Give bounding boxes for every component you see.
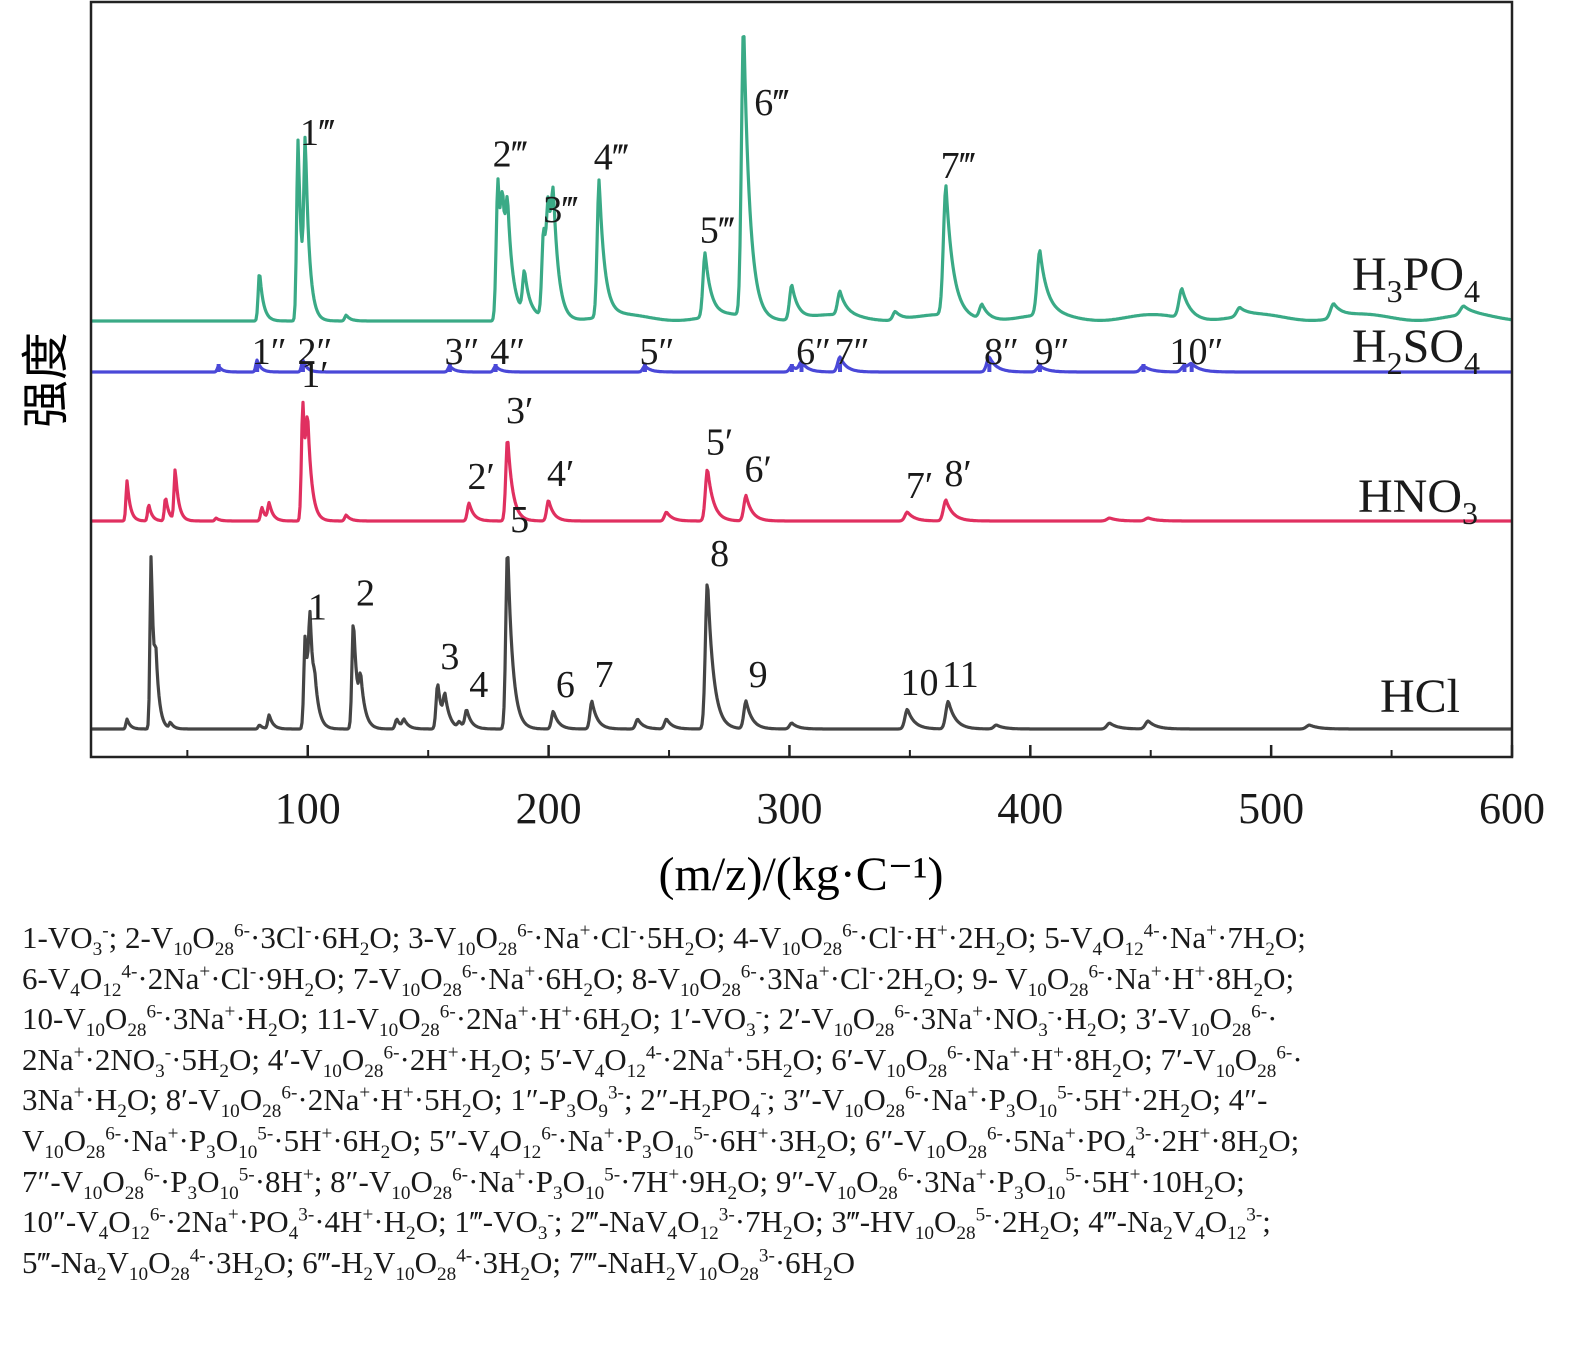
- peak-label: 6‴: [754, 82, 789, 124]
- peak-label: 7: [594, 654, 613, 696]
- x-tick-label: 100: [275, 784, 341, 833]
- legend-line: 3Na+·H2O; 8′-V10O286-·2Na+·H+·5H2O; 1″-P…: [22, 1082, 1268, 1123]
- peak-label: 7‴: [941, 145, 976, 187]
- peak-label: 8: [710, 533, 729, 575]
- peak-label: 8′: [944, 453, 971, 495]
- legend-line: 5‴-Na2V10O284-·3H2O; 6‴-H2V10O284-·3H2O;…: [22, 1244, 856, 1285]
- x-axis-ticks: 100 200 300 400 500 600: [186, 745, 1545, 833]
- peak-assignment-legend: 1-VO3-; 2-V10O286-·3Cl-·6H2O; 3-V10O286-…: [22, 918, 1562, 1285]
- series-label-2: HNO3: [1358, 470, 1478, 531]
- x-axis-title: (m/z)/(kg·C⁻¹): [659, 848, 944, 901]
- peak-label: 5′: [706, 422, 733, 464]
- peak-marker: [1141, 364, 1146, 372]
- legend-line: 7″-V10O286-·P3O105-·8H+; 8″-V10O286-·Na+…: [22, 1163, 1245, 1204]
- peak-label: 6′: [744, 449, 771, 491]
- peak-label: 5: [510, 499, 529, 541]
- series-line-3: [90, 555, 1513, 731]
- peak-marker: [642, 364, 647, 372]
- peak-label: 2″: [298, 331, 333, 373]
- peak-label: 4″: [490, 331, 525, 373]
- peak-label: 1: [308, 586, 327, 628]
- peak-label: 2‴: [493, 133, 528, 175]
- peak-marker: [1182, 364, 1187, 372]
- x-tick-label: 500: [1238, 784, 1304, 833]
- legend-line: V10O286-·Na+·P3O105-·5H+·6H2O; 5″-V4O126…: [22, 1122, 1300, 1164]
- legend-line: 6-V4O124-·2Na+·Cl-·9H2O; 7-V10O286-·Na+·…: [22, 960, 1295, 1001]
- peak-label: 7′: [906, 465, 933, 507]
- peak-marker: [447, 364, 452, 372]
- series-label-0: H3PO4: [1352, 248, 1480, 309]
- series-line-0: [90, 35, 1513, 323]
- peak-marker: [987, 364, 992, 372]
- peak-label-layer: 1‴ 2‴ 3‴ 4‴ 5‴ 6‴ 7‴ 1″ 2″ 3″ 4″ 5″ 6″ 7″ 8″ 9″ 10″ 1′ 2′ 3…: [252, 82, 1224, 706]
- x-tick-label: 300: [756, 784, 822, 833]
- series-label-3: HCl: [1380, 670, 1460, 723]
- peak-label: 3‴: [543, 189, 578, 231]
- peak-marker: [255, 364, 260, 372]
- peak-label: 2′: [467, 456, 494, 498]
- mass-spectrum-chart: 1‴ 2‴ 3‴ 4‴ 5‴ 6‴ 7‴ 1″ 2″ 3″ 4″ 5″ 6″ 7″ 8″ 9″ 10″ 1′ 2′ 3…: [20, 0, 1545, 901]
- peak-label: 5″: [640, 331, 675, 373]
- peak-label: 4: [469, 664, 488, 706]
- peak-label: 6″: [796, 331, 831, 373]
- peak-label: 1″: [252, 331, 287, 373]
- peak-marker: [838, 364, 843, 372]
- x-tick-label: 400: [997, 784, 1063, 833]
- peak-label: 9″: [1035, 331, 1070, 373]
- peak-label: 7″: [835, 331, 870, 373]
- series-layer: [90, 35, 1513, 731]
- peak-marker: [799, 364, 804, 372]
- series-line-2: [90, 400, 1513, 523]
- legend-line: 10-V10O286-·3Na+·H2O; 11-V10O286-·2Na+·H…: [22, 1001, 1278, 1042]
- peak-label: 1′: [301, 354, 328, 396]
- peak-label: 1‴: [300, 112, 335, 154]
- peak-label: 6: [556, 664, 575, 706]
- peak-label: 4‴: [594, 136, 629, 178]
- peak-marker: [300, 364, 305, 372]
- y-axis-title: 强度: [20, 332, 73, 428]
- peak-label: 2: [356, 573, 375, 615]
- legend-line: 2Na+·2NO3-·5H2O; 4′-V10O286-·2H+·H2O; 5′…: [22, 1041, 1303, 1082]
- x-tick-label: 200: [516, 784, 582, 833]
- peak-marker: [493, 364, 498, 372]
- peak-label: 3′: [506, 390, 533, 432]
- peak-marker: [1037, 364, 1042, 372]
- peak-label: 11: [942, 654, 979, 696]
- peak-marker: [216, 364, 221, 372]
- peak-label: 9: [749, 654, 768, 696]
- x-tick-label: 600: [1479, 784, 1545, 833]
- peak-label: 5‴: [700, 210, 735, 252]
- peak-label: 4′: [547, 453, 574, 495]
- series-label-layer: H3PO4 H2SO4 HNO3 HCl: [1352, 248, 1480, 723]
- peak-label: 10″: [1170, 331, 1224, 373]
- legend-line: 10″-V4O126-·2Na+·PO43-·4H+·H2O; 1‴-VO3-;…: [22, 1204, 1271, 1245]
- series-line-1: [90, 355, 1513, 374]
- peak-label: 3″: [444, 331, 479, 373]
- peak-label: 10: [900, 662, 938, 704]
- series-label-1: H2SO4: [1352, 320, 1480, 381]
- peak-marker: [789, 364, 794, 372]
- plot-frame: [89, 0, 1514, 759]
- peak-label: 8″: [984, 331, 1019, 373]
- peak-marker: [1189, 364, 1194, 372]
- peak-label: 3: [440, 636, 459, 678]
- legend-line: 1-VO3-; 2-V10O286-·3Cl-·6H2O; 3-V10O286-…: [22, 920, 1306, 961]
